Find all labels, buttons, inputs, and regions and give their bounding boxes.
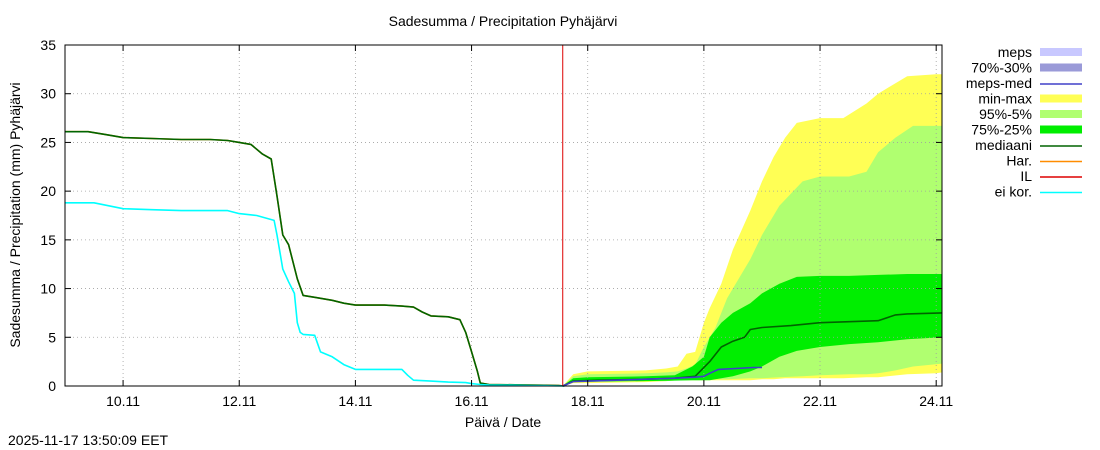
y-axis-label: Sadesumma / Precipitation (mm) Pyhäjärvi [7, 82, 23, 347]
series-lines [65, 45, 943, 387]
legend-label-meps: meps [998, 44, 1032, 60]
legend-label-eikor: ei kor. [995, 184, 1032, 200]
legend-label-mediaani: mediaani [975, 137, 1032, 153]
legend-label-p75_25: 75%-25% [971, 122, 1032, 138]
grid [65, 45, 942, 386]
y-tick-label: 20 [40, 183, 56, 199]
y-tick-label: 25 [40, 134, 56, 150]
legend-swatch-meps_iq [1040, 63, 1082, 72]
series-meps-med [562, 366, 762, 387]
y-tick-label: 5 [48, 329, 56, 345]
x-tick-label: 10.11 [106, 393, 140, 409]
y-tick-label: 30 [40, 86, 56, 102]
plot-frame [64, 44, 943, 387]
x-tick-label: 18.11 [571, 393, 605, 409]
legend-label-meps_iq: 70%-30% [971, 60, 1032, 76]
x-tick-label: 24.11 [919, 393, 953, 409]
legend-swatch-p95_5 [1040, 110, 1082, 118]
y-tick-label: 10 [40, 281, 56, 297]
chart-title: Sadesumma / Precipitation Pyhäjärvi [389, 13, 618, 29]
legend: meps70%-30%meps-medmin-max95%-5%75%-25%m… [966, 44, 1082, 200]
x-tick-label: 22.11 [803, 393, 837, 409]
legend-label-minmax: min-max [978, 91, 1032, 107]
y-tick-label: 0 [48, 378, 56, 394]
legend-label-meps_med: meps-med [966, 75, 1032, 91]
x-tick-label: 12.11 [222, 393, 256, 409]
legend-label-il: IL [1020, 168, 1032, 184]
y-tick-label: 35 [40, 37, 56, 53]
x-axis-label: Päivä / Date [465, 414, 541, 430]
legend-label-p95_5: 95%-5% [979, 106, 1032, 122]
x-tick-label: 16.11 [455, 393, 489, 409]
y-tick-label: 15 [40, 232, 56, 248]
timestamp: 2025-11-17 13:50:09 EET [8, 432, 169, 448]
x-tick-label: 20.11 [687, 393, 721, 409]
legend-swatch-meps [1040, 48, 1082, 56]
axis-ticks: 0 5 10 15 20 25 30 35 10.11 12.11 14.11 16.11 18.11 2… [40, 37, 953, 409]
legend-swatch-minmax [1040, 94, 1082, 103]
legend-label-har: Har. [1006, 153, 1032, 169]
x-tick-label: 14.11 [338, 393, 372, 409]
legend-swatch-p75_25 [1040, 125, 1082, 134]
series-ei-kor [65, 202, 565, 387]
series-mediaani-history [65, 130, 565, 387]
band-75-25 [562, 274, 942, 386]
